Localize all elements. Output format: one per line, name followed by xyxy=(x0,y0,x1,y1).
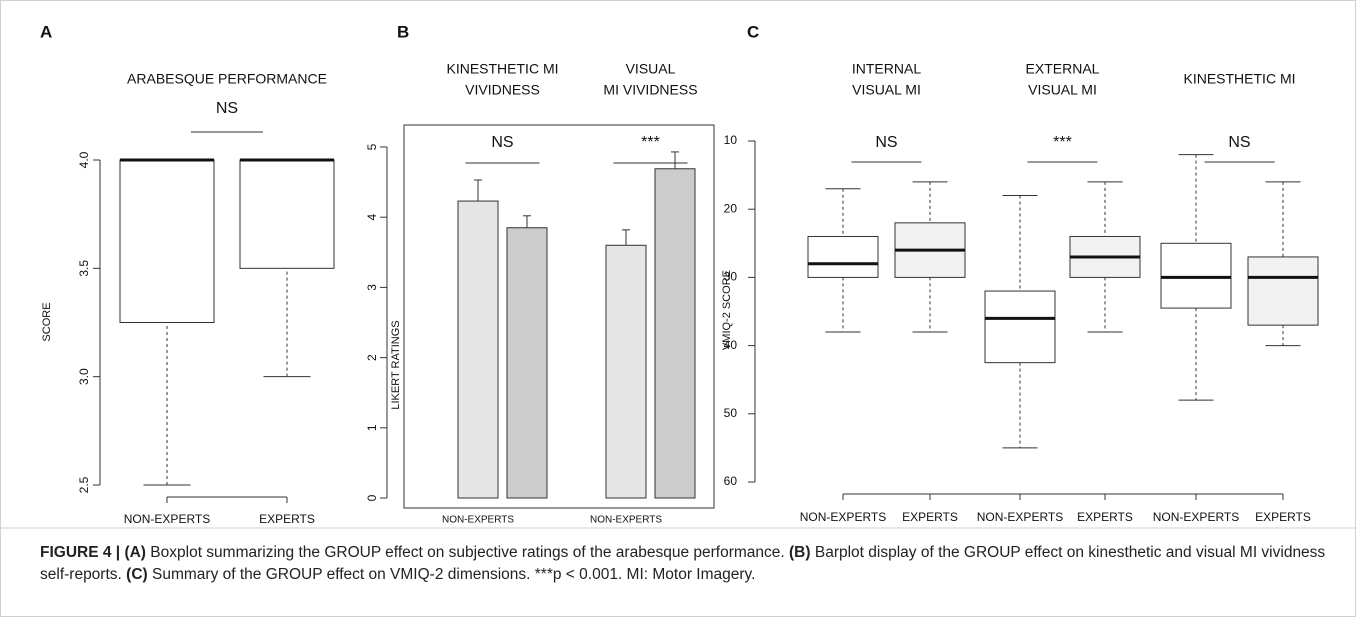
x-tick-label: EXPERTS xyxy=(1255,510,1311,524)
y-tick-label: 50 xyxy=(724,406,738,420)
y-axis-label: VMIQ-2 SCORE xyxy=(721,270,733,350)
y-tick-label: 60 xyxy=(724,474,738,488)
panel-letter: A xyxy=(40,22,52,41)
y-tick-label: 4.0 xyxy=(77,151,91,168)
group-title: ARABESQUE PERFORMANCE xyxy=(127,71,327,87)
box xyxy=(119,159,215,323)
y-tick-label: 4 xyxy=(365,214,379,221)
caption-tag: (A) xyxy=(124,544,146,561)
significance: *** xyxy=(1053,134,1072,151)
y-tick-label: 3.0 xyxy=(77,368,91,385)
group-title: VIVIDNESS xyxy=(465,82,540,98)
x-tick-label: EXPERTS xyxy=(1077,510,1133,524)
box xyxy=(1160,242,1232,309)
x-tick-label: NON-EXPERTS xyxy=(800,510,886,524)
caption-text: Boxplot summarizing the GROUP effect on … xyxy=(150,544,785,561)
y-tick-label: 30 xyxy=(724,270,738,284)
box xyxy=(239,159,335,269)
caption-tag: (B) xyxy=(789,544,811,561)
caption-text: Barplot display of the GROUP effect on k… xyxy=(40,544,1326,583)
x-tick-label: NON-EXPERTS xyxy=(590,515,662,526)
y-axis-label: LIKERT RATINGS xyxy=(390,320,402,409)
bar xyxy=(457,200,499,499)
box xyxy=(1247,256,1319,326)
bar xyxy=(506,227,548,499)
panel-letter: B xyxy=(397,22,409,41)
group-title: MI VIVIDNESS xyxy=(603,82,697,98)
caption-text: Summary of the GROUP effect on VMIQ-2 di… xyxy=(152,566,756,583)
x-tick-label: NON-EXPERTS xyxy=(1153,510,1239,524)
x-tick-label: NON-EXPERTS xyxy=(977,510,1063,524)
box xyxy=(984,290,1056,364)
y-tick-label: 10 xyxy=(724,133,738,147)
plot-frame xyxy=(403,124,715,509)
bar xyxy=(605,244,647,499)
y-axis-label: SCORE xyxy=(41,302,53,341)
y-tick-label: 5 xyxy=(365,143,379,150)
significance: NS xyxy=(216,100,238,117)
bar xyxy=(654,168,696,499)
caption: FIGURE 4 | (A) Boxplot summarizing the G… xyxy=(40,542,1330,586)
y-tick-label: 1 xyxy=(365,424,379,431)
caption-tag: (C) xyxy=(126,566,148,583)
group-title: VISUAL MI xyxy=(1028,82,1097,98)
significance: NS xyxy=(875,134,897,151)
x-tick-label: EXPERTS xyxy=(259,512,315,526)
significance: *** xyxy=(641,134,660,151)
significance: NS xyxy=(491,134,513,151)
x-tick-label: EXPERTS xyxy=(902,510,958,524)
group-title: KINESTHETIC MI xyxy=(446,61,558,77)
y-tick-label: 0 xyxy=(365,494,379,501)
x-tick-label: NON-EXPERTS xyxy=(124,512,210,526)
group-title: KINESTHETIC MI xyxy=(1183,71,1295,87)
y-tick-label: 20 xyxy=(724,201,738,215)
y-tick-label: 3.5 xyxy=(77,260,91,277)
group-title: VISUAL MI xyxy=(852,82,921,98)
y-tick-label: 2.5 xyxy=(77,476,91,493)
panel-letter: C xyxy=(747,22,759,41)
y-tick-label: 3 xyxy=(365,284,379,291)
group-title: INTERNAL xyxy=(852,61,921,77)
group-title: VISUAL xyxy=(626,61,676,77)
caption-label: FIGURE 4 | xyxy=(40,544,121,561)
group-title: EXTERNAL xyxy=(1026,61,1100,77)
y-tick-label: 2 xyxy=(365,354,379,361)
x-tick-label: NON-EXPERTS xyxy=(442,515,514,526)
y-tick-label: 40 xyxy=(724,338,738,352)
box xyxy=(807,235,879,278)
significance: NS xyxy=(1228,134,1250,151)
